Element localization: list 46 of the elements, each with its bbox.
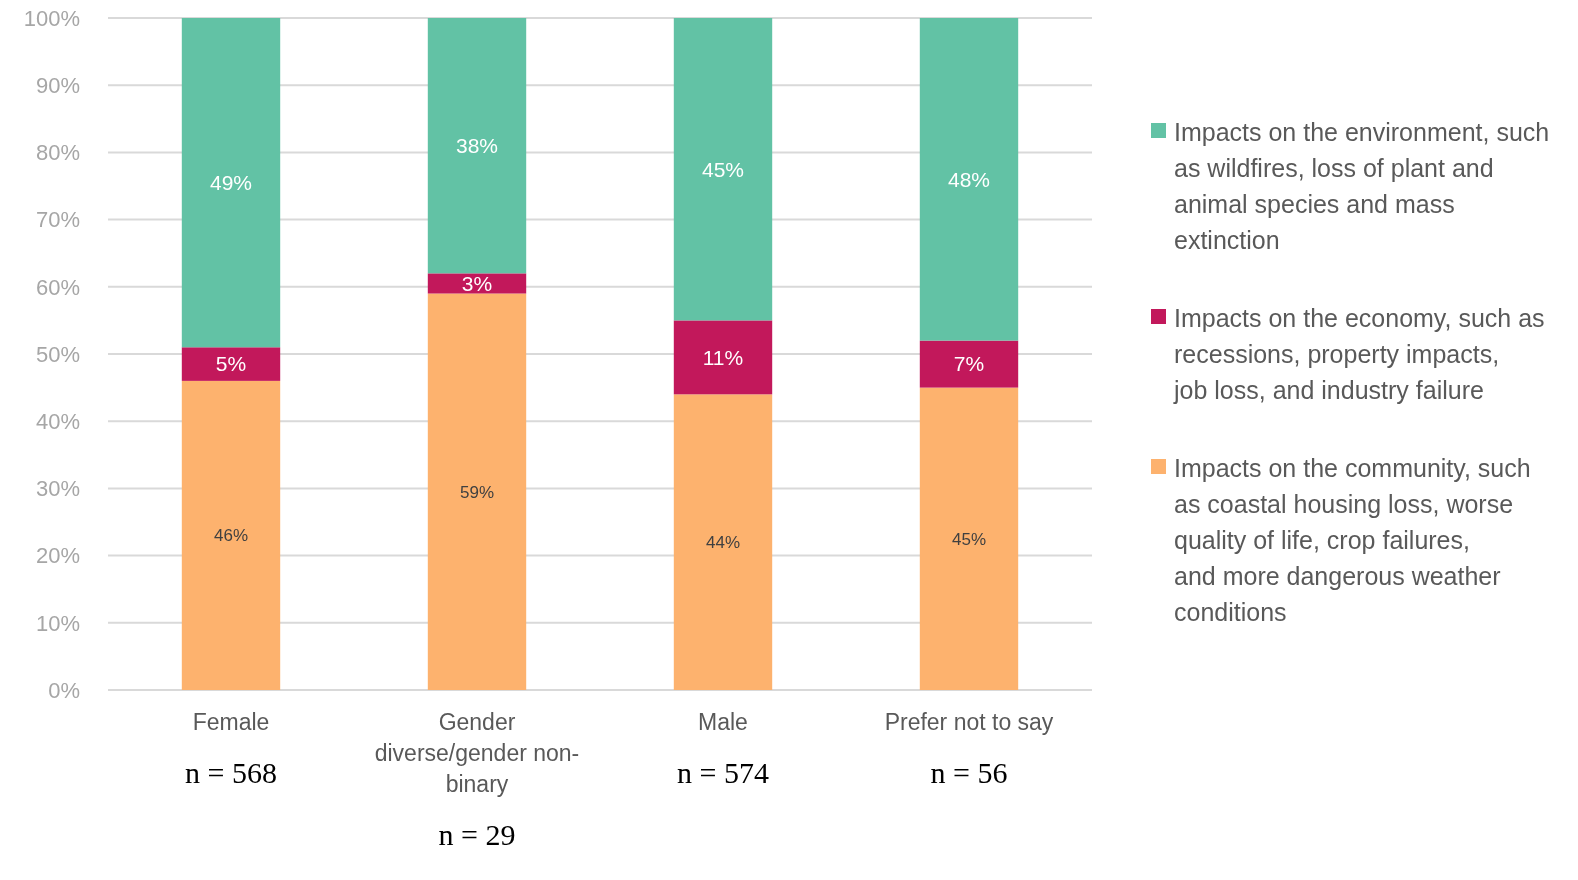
bar [673, 320, 773, 395]
data-label: 38% [455, 134, 499, 158]
data-label: 48% [947, 167, 991, 191]
data-label: 11% [702, 345, 744, 369]
legend-label: Impacts on the economy, such as recessions, property impacts, job loss, and industry failure [1173, 303, 1545, 404]
text: n = 56 [930, 755, 1008, 789]
legend-label: Impacts on the environment, such as wildfires, loss of plant and animal species and mass extinction [1174, 117, 1550, 254]
y-tick-label: 70% [35, 207, 80, 233]
y-tick-label: 90% [35, 72, 80, 98]
data-label: 59% [459, 482, 495, 502]
bar [427, 18, 527, 274]
bar [919, 387, 1019, 690]
y-tick-label: 40% [35, 408, 80, 434]
text: n = 574 [677, 755, 769, 789]
x-tick-label: Prefer not to say [884, 709, 1054, 736]
bar [181, 380, 281, 690]
bar [673, 394, 773, 690]
text: n = 29 [438, 817, 516, 851]
bar [427, 293, 527, 690]
data-label: 44% [705, 533, 741, 553]
bar [673, 18, 773, 321]
y-tick-label: 10% [35, 610, 80, 636]
data-label: 3% [461, 271, 493, 295]
bar [181, 347, 281, 381]
data-label: 49% [209, 170, 253, 194]
y-tick-label: 30% [35, 476, 80, 502]
legend-label: Impacts on the community, such as coastal housing loss, worse quality of life, crop failures, and more dangerous weather conditions [1174, 453, 1531, 626]
y-tick-label: 50% [35, 341, 80, 367]
x-tick-label: Female [192, 709, 270, 736]
bar [919, 340, 1019, 388]
y-tick-label: 80% [35, 140, 80, 166]
x-tick-label: Male [698, 709, 748, 736]
bar [919, 18, 1019, 341]
data-label: 7% [953, 352, 985, 376]
text: n = 568 [185, 755, 277, 789]
y-tick-label: 60% [35, 274, 80, 300]
x-tick-label: Gender diverse/gender non-binary [374, 709, 580, 798]
y-tick-label: 20% [35, 543, 80, 569]
bar [181, 18, 281, 348]
data-label: 45% [951, 529, 987, 549]
bar [427, 273, 527, 294]
data-label: 46% [213, 526, 249, 546]
y-tick-label: 100% [23, 5, 80, 31]
data-label: 5% [215, 352, 247, 376]
data-label: 45% [701, 157, 745, 181]
y-tick-label: 0% [48, 677, 80, 703]
